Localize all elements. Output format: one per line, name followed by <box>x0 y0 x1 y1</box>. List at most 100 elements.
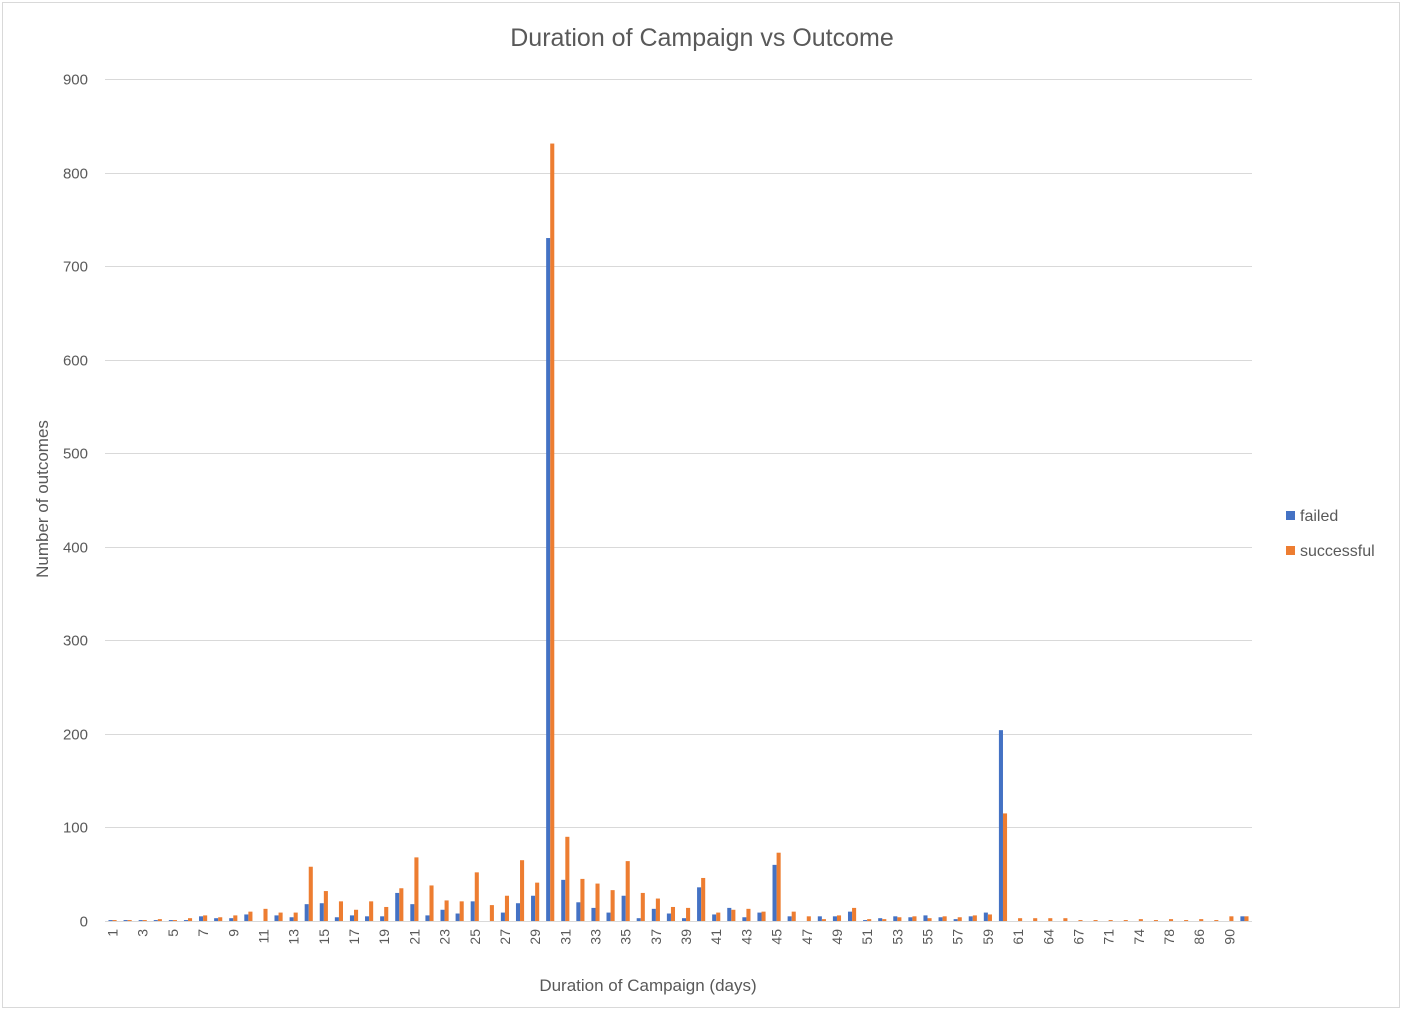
x-tick-label: 90 <box>1221 929 1237 945</box>
bar-successful-34 <box>610 890 615 921</box>
bar-successful-28 <box>520 860 525 921</box>
bar-successful-88 <box>1214 920 1219 921</box>
y-tick-label: 500 <box>63 446 88 463</box>
bar-successful-32 <box>580 878 585 921</box>
bar-failed-91 <box>1240 916 1245 921</box>
legend-swatch-failed <box>1286 511 1295 520</box>
x-tick-label: 27 <box>497 929 513 945</box>
bar-failed-3 <box>138 920 143 921</box>
y-axis-ticks: 0 100 200 300 400 500 600 700 800 900 <box>63 72 88 931</box>
x-tick-label: 23 <box>437 929 453 945</box>
bar-successful-8 <box>218 917 223 921</box>
bar-failed-31 <box>561 879 566 921</box>
bar-successful-15 <box>323 891 328 921</box>
y-tick-label: 600 <box>63 353 88 370</box>
bar-successful-56 <box>942 916 947 921</box>
bar-failed-38 <box>666 913 671 921</box>
bar-failed-33 <box>591 907 596 921</box>
bar-successful-70 <box>1093 920 1098 921</box>
bar-successful-37 <box>655 898 660 921</box>
bar-failed-46 <box>787 916 792 921</box>
bar-failed-56 <box>938 917 943 921</box>
bar-successful-20 <box>399 888 404 921</box>
bar-failed-6 <box>183 920 188 921</box>
bar-failed-10 <box>244 914 249 921</box>
x-axis-ticks: 1 3 5 7 9 11 13 15 17 19 21 23 25 27 29 31 33 35 37 39 41 43 4… <box>105 929 1238 945</box>
x-tick-label: 29 <box>527 929 543 945</box>
bar-successful-48 <box>821 919 826 921</box>
bar-successful-53 <box>897 917 902 921</box>
bar-failed-50 <box>847 911 853 921</box>
bar-successful-31 <box>565 836 570 921</box>
x-tick-label: 1 <box>105 929 121 937</box>
bar-successful-55 <box>927 918 932 921</box>
bar-failed-36 <box>636 918 641 921</box>
gridlines <box>105 79 1252 828</box>
bar-successful-61 <box>1018 918 1023 921</box>
bar-failed-13 <box>289 917 294 921</box>
bar-failed-15 <box>319 903 324 921</box>
bar-failed-45 <box>772 864 777 921</box>
bar-failed-12 <box>274 915 279 921</box>
bar-failed-48 <box>817 916 822 921</box>
bar-successful-49 <box>836 915 842 921</box>
y-tick-label: 300 <box>63 633 88 650</box>
bar-successful-19 <box>384 906 389 921</box>
x-tick-label: 33 <box>587 929 603 945</box>
bar-failed-42 <box>727 907 732 921</box>
bar-successful-60 <box>1002 813 1008 921</box>
bar-failed-44 <box>757 912 762 921</box>
bar-successful-71 <box>1108 920 1113 921</box>
bar-successful-65 <box>1063 918 1068 921</box>
bar-successful-14 <box>308 866 313 921</box>
bar-failed-7 <box>199 916 204 921</box>
bar-successful-67 <box>1078 920 1083 921</box>
bar-failed-51 <box>863 920 868 921</box>
bar-successful-90 <box>1229 916 1234 921</box>
x-tick-label: 39 <box>678 929 694 945</box>
bar-successful-64 <box>1048 918 1053 921</box>
bar-failed-29 <box>531 895 536 921</box>
x-tick-label: 57 <box>950 929 966 945</box>
bar-failed-1 <box>108 920 113 921</box>
bar-successful-45 <box>776 852 781 921</box>
bar-successful-22 <box>429 885 434 921</box>
x-tick-label: 21 <box>406 929 422 945</box>
y-tick-label: 100 <box>63 820 88 837</box>
x-tick-label: 19 <box>376 929 392 945</box>
x-tick-label: 13 <box>286 929 302 945</box>
y-tick-label: 0 <box>80 914 88 931</box>
bar-failed-19 <box>380 916 385 921</box>
x-tick-label: 37 <box>648 929 664 945</box>
bar-failed-40 <box>697 887 702 921</box>
bar-successful-26 <box>489 905 494 921</box>
bar-successful-50 <box>852 907 857 921</box>
x-tick-label: 9 <box>225 929 241 937</box>
bar-failed-4 <box>153 920 158 921</box>
bar-successful-78 <box>1168 919 1174 921</box>
x-tick-label: 41 <box>708 929 724 945</box>
x-tick-label: 3 <box>135 929 151 937</box>
bar-failed-2 <box>123 920 128 921</box>
bar-failed-14 <box>304 904 309 921</box>
bar-successful-6 <box>188 918 193 921</box>
bar-failed-39 <box>681 918 687 921</box>
bar-failed-52 <box>878 918 883 921</box>
y-axis-title: Number of outcomes <box>33 420 52 578</box>
bar-successful-42 <box>731 909 736 921</box>
y-tick-label: 400 <box>63 540 88 557</box>
bar-successful-73 <box>1123 920 1128 921</box>
bar-successful-40 <box>701 877 706 921</box>
x-tick-label: 5 <box>165 929 181 937</box>
bar-successful-44 <box>761 911 766 921</box>
bar-successful-5 <box>172 920 177 921</box>
bar-failed-34 <box>606 912 611 921</box>
x-axis-title: Duration of Campaign (days) <box>539 976 756 995</box>
bar-failed-20 <box>395 892 400 921</box>
bar-successful-23 <box>444 900 449 921</box>
bar-successful-13 <box>293 912 298 921</box>
bar-successful-57 <box>957 917 962 921</box>
bar-successful-75 <box>1153 920 1158 921</box>
bar-successful-58 <box>972 915 977 921</box>
